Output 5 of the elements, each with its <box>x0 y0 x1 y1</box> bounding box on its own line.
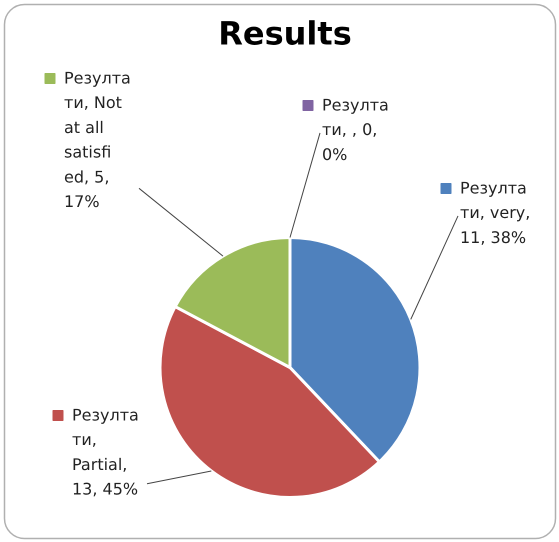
legend-label: Резултати, Partial, 13, 45% <box>72 406 139 499</box>
legend-label: Резултати, , 0, 0% <box>322 96 389 164</box>
legend-label: Резултати, very, 11, 38% <box>460 178 530 247</box>
chart-title: Results <box>218 14 352 52</box>
legend-label: Резултати, Not at all satisfied, 5, 17% <box>64 68 131 211</box>
